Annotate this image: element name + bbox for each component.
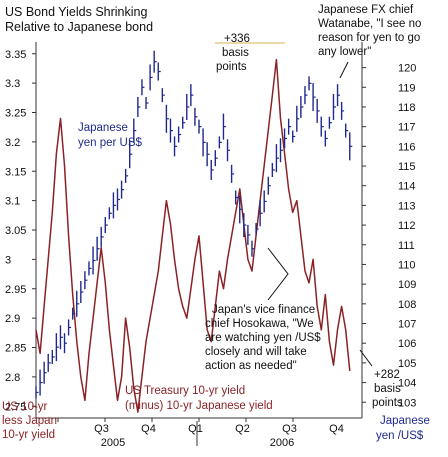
y-right-tick-label: 105 <box>398 358 416 370</box>
y-left-tick-label: 3.3 <box>5 78 20 90</box>
x-tick-label: Q4 <box>141 423 156 435</box>
y-right-tick-label: 116 <box>398 141 416 153</box>
y-right-tick-label: 117 <box>398 122 416 134</box>
bp-bottom-pointer <box>359 349 373 367</box>
y-right-tick-label: 106 <box>398 338 416 350</box>
y-left-tick-label: 3.15 <box>5 166 26 178</box>
y-right-tick-label: 111 <box>398 240 415 252</box>
x-tick-label: Q3 <box>282 423 297 435</box>
yen-series-label: Japanese yen per US$ <box>78 122 143 149</box>
y-left-tick-label: 2.9 <box>5 313 20 325</box>
annotation-hosokawa: Japan's vice finance chief Hosokawa, "We… <box>205 304 324 372</box>
spread-series-line <box>35 58 351 413</box>
y-right-tick-label: 103 <box>398 397 416 409</box>
y-right-tick-label: 112 <box>398 220 416 232</box>
y-left-tick-label: 3.25 <box>5 108 26 120</box>
x-year-label: 2006 <box>270 437 294 449</box>
y-right-tick-label: 104 <box>398 378 416 390</box>
watanabe-pointer <box>339 61 349 79</box>
x-tick-label: Q4 <box>329 423 344 435</box>
y-right-tick-label: 120 <box>398 63 416 75</box>
y-left-tick-label: 3.2 <box>5 137 20 149</box>
hosokawa-pointer <box>267 247 289 301</box>
right-axis-label: Japanese yen /US$ <box>376 415 433 442</box>
spread-series-label: US Treasury 10-yr yield (minus) 10-yr Ja… <box>125 385 273 412</box>
left-axis-label: US 10-yr less Japan 10-yr yield <box>2 401 60 441</box>
x-tick-label: Q1 <box>188 423 203 435</box>
y-right-tick-label: 115 <box>398 161 416 173</box>
x-tick-label: Q3 <box>94 423 109 435</box>
y-left-tick-label: 3 <box>5 254 11 266</box>
y-right-tick-label: 113 <box>398 200 416 212</box>
x-year-label: 2005 <box>101 437 125 449</box>
y-right-tick-label: 108 <box>398 299 416 311</box>
y-left-tick-label: 2.8 <box>5 372 20 384</box>
annotation-watanabe: Japanese FX chief Watanabe, "I see no re… <box>318 4 425 58</box>
y-right-tick-label: 110 <box>398 259 416 271</box>
annotation-bp-top: +336 basis points <box>216 33 253 73</box>
y-right-tick-label: 118 <box>398 102 416 114</box>
chart-subtitle: Relative to Japanese bond <box>5 20 153 34</box>
y-right-tick-label: 109 <box>398 279 416 291</box>
y-left-tick-label: 3.1 <box>5 196 20 208</box>
y-left-tick-label: 2.95 <box>5 284 26 296</box>
y-right-tick-label: 107 <box>398 319 416 331</box>
y-left-tick-label: 2.85 <box>5 343 26 355</box>
annotation-bp-bottom: +282 basis points <box>372 369 404 409</box>
y-left-tick-label: 3.05 <box>5 225 26 237</box>
y-right-tick-label: 114 <box>398 181 416 193</box>
x-tick-label: Q2 <box>235 423 250 435</box>
y-right-tick-label: 119 <box>398 82 416 94</box>
y-left-tick-label: 3.35 <box>5 49 26 61</box>
chart-title: US Bond Yields Shrinking <box>5 5 147 19</box>
y-left-tick-label: 2.75 <box>5 401 26 413</box>
